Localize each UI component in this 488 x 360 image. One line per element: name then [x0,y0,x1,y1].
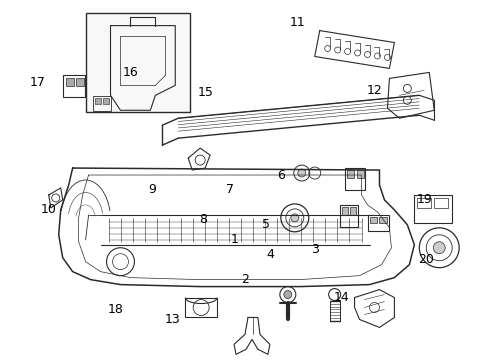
Bar [92,96,110,111]
Bar [185,298,217,318]
Text: 13: 13 [164,313,180,326]
Text: 16: 16 [122,66,138,79]
Circle shape [283,291,291,298]
Text: 1: 1 [231,233,239,246]
Bar [339,205,357,227]
Text: 14: 14 [333,291,349,304]
Text: 17: 17 [30,76,46,89]
Bar [62,75,84,97]
Bar [341,207,347,215]
Text: 2: 2 [241,273,248,286]
Text: 4: 4 [265,248,273,261]
Text: 10: 10 [41,203,57,216]
Bar [76,78,83,86]
Circle shape [297,169,305,177]
Bar [65,78,74,86]
Bar [433,198,447,208]
Bar [349,207,355,215]
Text: 15: 15 [197,86,213,99]
Text: 11: 11 [289,16,305,29]
Bar [413,195,451,223]
Text: 6: 6 [277,168,285,181]
Bar [94,98,101,104]
Bar [102,98,108,104]
Bar [356,170,363,178]
Text: 7: 7 [225,184,233,197]
Bar [344,168,364,190]
Bar [416,198,430,208]
Text: 5: 5 [262,218,270,231]
Text: 20: 20 [418,253,433,266]
Text: 9: 9 [148,184,156,197]
Text: 12: 12 [366,84,382,97]
Bar [85,13,190,112]
Text: 3: 3 [310,243,318,256]
Circle shape [432,242,444,254]
Text: 18: 18 [107,303,123,316]
Bar [367,215,388,231]
Circle shape [290,214,298,222]
Bar [346,170,353,178]
Bar [379,217,386,223]
Text: 19: 19 [416,193,431,206]
Bar [369,217,377,223]
Text: 8: 8 [199,213,207,226]
